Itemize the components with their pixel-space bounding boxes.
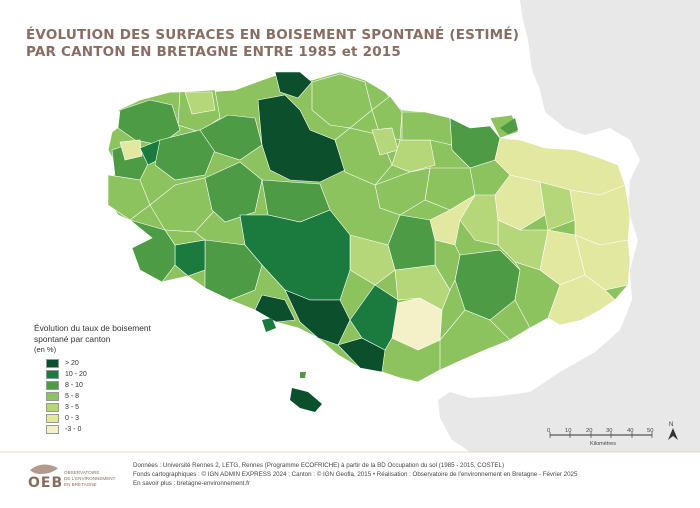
north-label: N — [669, 422, 673, 428]
scale-tick-10: 10 — [565, 428, 572, 434]
legend-unit: (en %) — [34, 345, 57, 354]
legend-item: > 20 — [46, 358, 79, 368]
canton-fill — [204, 239, 263, 301]
footer-link[interactable]: En savoir plus : bretagne-environnement.… — [133, 480, 250, 487]
legend-swatch — [46, 391, 59, 401]
island — [500, 118, 518, 134]
legend-item: 8 - 10 — [46, 380, 83, 390]
canton-fill — [454, 249, 521, 321]
legend-swatch — [46, 413, 59, 423]
legend-swatch — [46, 424, 59, 434]
legend-title: Évolution du taux de boisement spontané … — [34, 323, 151, 344]
canton-fill — [184, 91, 216, 115]
scale-tick-30: 30 — [606, 428, 613, 434]
canton-fill — [374, 167, 431, 216]
legend-item: -3 - 0 — [46, 424, 82, 434]
island — [290, 388, 322, 412]
canton-fill — [311, 73, 373, 129]
legend-label: -3 - 0 — [65, 425, 82, 433]
canton-fill — [284, 289, 351, 346]
canton-fill — [274, 71, 313, 99]
canton-fill — [349, 284, 399, 351]
logo-sub3: EN BRETAGNE — [64, 482, 97, 487]
legend-item: 5 - 8 — [46, 391, 80, 401]
canton-fill — [401, 111, 453, 146]
legend-item: 3 - 5 — [46, 402, 80, 412]
island — [300, 372, 306, 378]
canton-fill — [254, 294, 296, 323]
legend-label: > 20 — [65, 359, 79, 367]
legend-swatch — [46, 402, 59, 412]
canton-fill — [164, 229, 206, 246]
scale-bar — [549, 432, 653, 438]
legend-swatch — [46, 358, 59, 368]
island — [262, 318, 276, 332]
map-title-line2: PAR CANTON EN BRETAGNE ENTRE 1985 et 201… — [26, 44, 401, 60]
logo-name: OEB — [28, 475, 64, 491]
canton-fill — [439, 309, 511, 371]
logo-sub2: DE L'ENVIRONNEMENT — [64, 476, 116, 481]
legend-item: 0 - 3 — [46, 413, 80, 423]
scale-tick-40: 40 — [627, 428, 634, 434]
map-title-line1: ÉVOLUTION DES SURFACES EN BOISEMENT SPON… — [26, 27, 520, 43]
legend-swatch — [46, 380, 59, 390]
canton-fill — [514, 261, 561, 329]
legend-label: 10 - 20 — [65, 370, 87, 378]
legend-label: 3 - 5 — [65, 403, 80, 411]
legend-swatch — [46, 369, 59, 379]
canton-fill — [539, 181, 576, 231]
legend-label: 8 - 10 — [65, 381, 83, 389]
logo-sub1: OBSERVATOIRE — [64, 470, 100, 475]
legend-label: 0 - 3 — [65, 414, 80, 422]
scale-unit: Kilomètres — [590, 441, 616, 447]
legend-item: 10 - 20 — [46, 369, 87, 379]
scale-tick-20: 20 — [586, 428, 593, 434]
legend-label: 5 - 8 — [65, 392, 80, 400]
neighbor-land — [438, 0, 700, 452]
north-arrow — [668, 428, 678, 440]
canton-fill — [107, 174, 151, 221]
footer-sources: Données : Université Rennes 2, LETG, Ren… — [133, 462, 505, 469]
canton-fill — [204, 161, 263, 223]
scale-tick-0: 0 — [547, 428, 551, 434]
canton-fill — [119, 139, 143, 161]
logo-emblem — [30, 464, 58, 474]
scale-tick-50: 50 — [647, 428, 654, 434]
canton-fill — [337, 337, 386, 373]
footer-credits: Fonds cartographiques : © IGN ADMIN EXPR… — [133, 471, 578, 478]
